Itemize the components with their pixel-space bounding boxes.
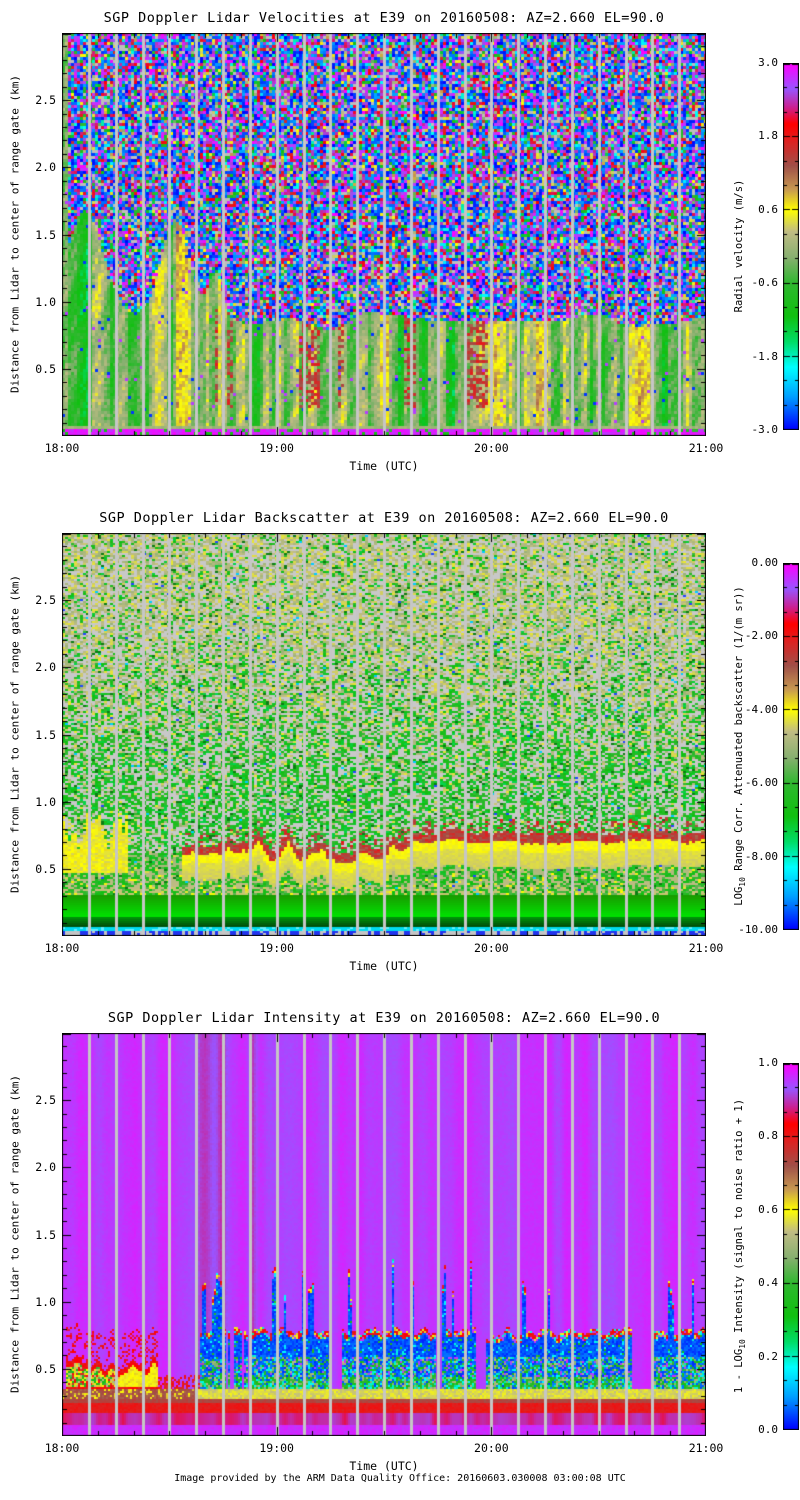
colorbar-label-text: Radial velocity (m/s) (733, 179, 745, 313)
colorbar-tick-label: -2.00 (744, 629, 778, 643)
panel-title: SGP Doppler Lidar Intensity at E39 on 20… (107, 1010, 661, 1026)
colorbar-label-subscript: 10 (738, 877, 747, 887)
x-tick-label: 21:00 (688, 1441, 724, 1455)
panel-title: SGP Doppler Lidar Velocities at E39 on 2… (103, 10, 665, 26)
colorbar-tick-label: 1.0 (758, 1056, 778, 1069)
x-tick-label: 19:00 (259, 1441, 294, 1455)
colorbar (783, 1063, 799, 1430)
colorbar-tick-label: 0.6 (758, 202, 778, 216)
velocity-panel: SGP Doppler Lidar Velocities at E39 on 2… (0, 0, 800, 500)
x-tick-label: 18:00 (44, 1441, 80, 1455)
colorbar (783, 63, 799, 430)
intensity-heatmap (62, 1033, 706, 1436)
x-axis-label: Time (UTC) (349, 959, 419, 973)
provenance-footer: Image provided by the ARM Data Quality O… (174, 1473, 626, 1484)
colorbar-label-text: LOG (733, 886, 745, 906)
colorbar-label: Radial velocity (m/s) (733, 180, 747, 313)
y-tick-label: 2.5 (35, 93, 56, 108)
x-tick-label: 21:00 (688, 441, 724, 455)
y-tick-label: 1.5 (35, 227, 56, 242)
x-tick-label: 18:00 (44, 941, 80, 955)
backscatter-heatmap (62, 533, 706, 936)
x-tick-label: 21:00 (688, 941, 724, 955)
x-tick-label: 19:00 (259, 441, 294, 455)
colorbar-tick-label: 0.0 (758, 1423, 778, 1436)
colorbar-tick-label: -3.0 (751, 423, 779, 436)
colorbar-tick-label: 0.4 (758, 1276, 778, 1290)
intensity-panel: SGP Doppler Lidar Intensity at E39 on 20… (0, 1000, 800, 1500)
y-tick-label: 1.0 (35, 294, 56, 309)
y-tick-label: 0.5 (35, 861, 56, 876)
y-tick-label: 2.0 (35, 1160, 56, 1175)
velocity-heatmap (62, 33, 706, 436)
colorbar-tick-label: -1.8 (751, 349, 779, 363)
backscatter-panel: SGP Doppler Lidar Backscatter at E39 on … (0, 500, 800, 1000)
y-tick-label: 2.5 (35, 593, 56, 608)
y-tick-label: 1.5 (35, 1227, 56, 1242)
colorbar-tick-label: 0.00 (751, 556, 779, 569)
y-tick-label: 0.5 (35, 361, 56, 376)
colorbar-tick-label: 1.8 (758, 129, 778, 143)
colorbar-tick-label: -6.00 (744, 776, 778, 790)
panel-title: SGP Doppler Lidar Backscatter at E39 on … (99, 510, 669, 526)
x-tick-label: 20:00 (474, 941, 509, 955)
colorbar-tick-label: 3.0 (758, 56, 778, 69)
x-tick-label: 19:00 (259, 941, 294, 955)
y-tick-label: 2.5 (35, 1093, 56, 1108)
x-axis-label: Time (UTC) (349, 459, 419, 473)
x-axis-label: Time (UTC) (349, 1459, 419, 1473)
y-tick-label: 2.0 (35, 160, 56, 175)
x-tick-label: 20:00 (474, 1441, 509, 1455)
colorbar-tick-label: -10.00 (738, 923, 778, 936)
y-tick-label: 1.0 (35, 1294, 56, 1309)
colorbar-tick-label: 0.8 (758, 1129, 778, 1143)
x-tick-label: 18:00 (44, 441, 80, 455)
colorbar-tick-label: -8.00 (744, 849, 778, 863)
colorbar-tick-label: 0.6 (758, 1202, 778, 1216)
x-tick-label: 20:00 (474, 441, 509, 455)
colorbar-tick-label: -4.00 (744, 702, 778, 716)
y-tick-label: 2.0 (35, 660, 56, 675)
colorbar (783, 563, 799, 930)
colorbar-label-subscript: 10 (738, 1339, 747, 1349)
y-tick-label: 1.5 (35, 727, 56, 742)
colorbar-tick-label: -0.6 (751, 276, 779, 290)
colorbar-tick-label: 0.2 (758, 1349, 778, 1363)
y-tick-label: 0.5 (35, 1361, 56, 1376)
y-tick-label: 1.0 (35, 794, 56, 809)
